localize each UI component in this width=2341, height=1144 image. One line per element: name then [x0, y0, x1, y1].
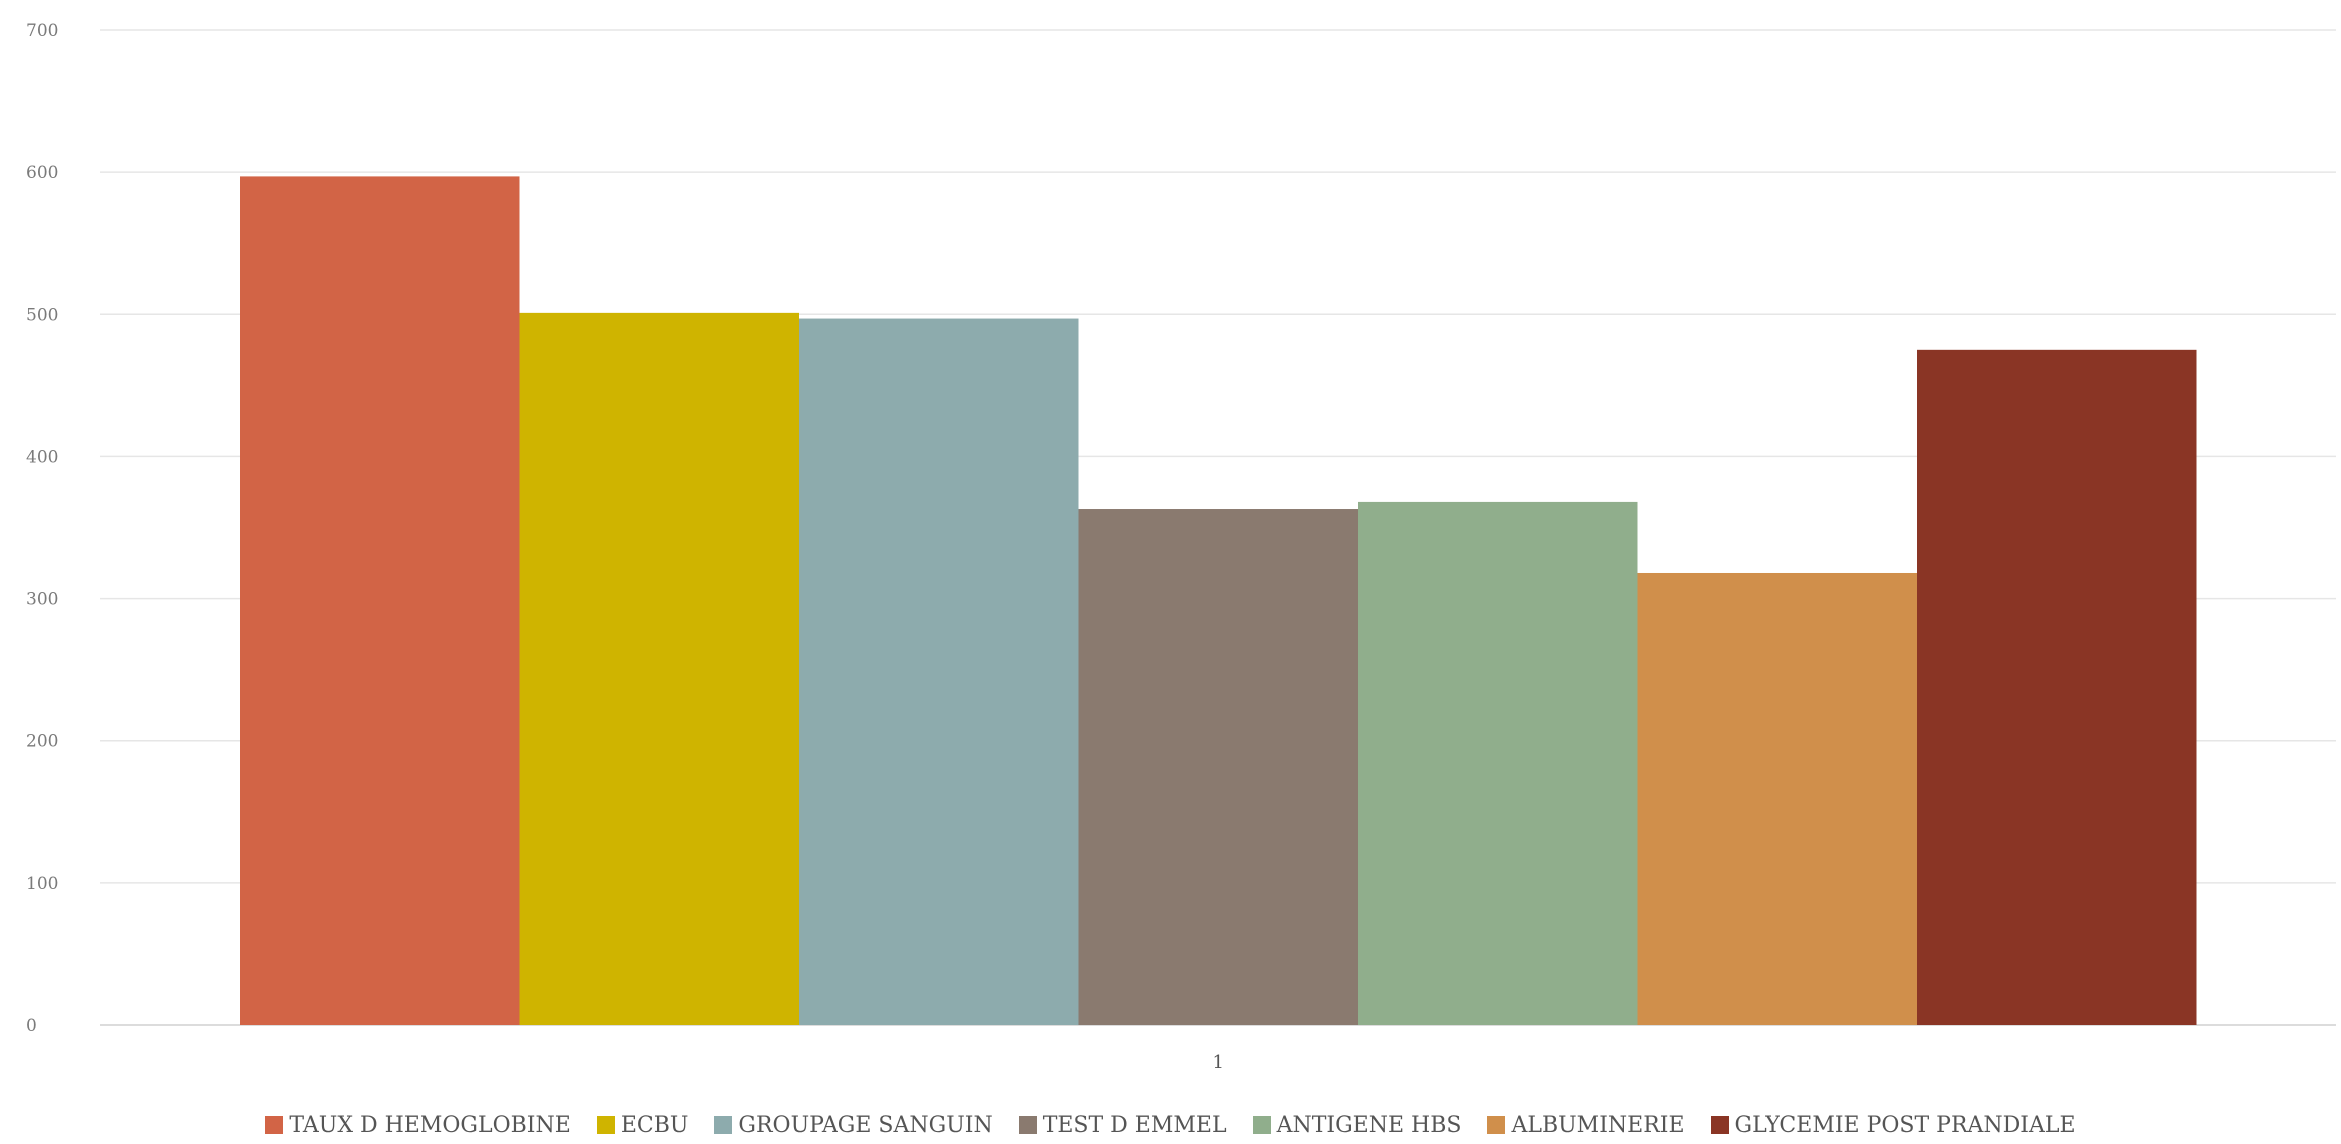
bars	[240, 176, 2197, 1026]
bar-glycemie-post-prandiale	[1917, 349, 2197, 1026]
legend-item: ANTIGENE HBS	[1252, 1112, 1462, 1138]
legend-label: ALBUMINERIE	[1511, 1112, 1685, 1138]
legend-label: ECBU	[620, 1112, 689, 1138]
bar-albuminerie	[1637, 572, 1917, 1025]
legend-swatch	[1252, 1116, 1271, 1134]
y-tick-label: 200	[26, 732, 58, 752]
legend-item: ALBUMINERIE	[1487, 1112, 1685, 1138]
legend-label: ANTIGENE HBS	[1276, 1112, 1462, 1138]
legend-item: GLYCEMIE POST PRANDIALE	[1710, 1112, 2076, 1138]
bar-antigene-hbs	[1358, 501, 1638, 1025]
legend-item: TEST D EMMEL	[1018, 1112, 1227, 1138]
y-tick-label: 600	[26, 163, 58, 183]
x-category-label: 1	[1213, 1052, 1224, 1073]
legend-swatch	[1710, 1116, 1729, 1134]
legend-label: GROUPAGE SANGUIN	[738, 1112, 993, 1138]
bar-groupage-sanguin	[799, 318, 1079, 1025]
y-tick-label: 100	[26, 874, 58, 894]
y-tick-label: 700	[26, 21, 58, 41]
legend-swatch	[714, 1116, 733, 1134]
bar-ecbu	[519, 312, 799, 1026]
legend-swatch	[1487, 1116, 1506, 1134]
legend-swatch	[596, 1116, 615, 1134]
legend-label: TAUX D HEMOGLOBINE	[289, 1112, 571, 1138]
legend-label: GLYCEMIE POST PRANDIALE	[1734, 1112, 2076, 1138]
legend-swatch	[1018, 1116, 1037, 1134]
legend-swatch	[265, 1116, 284, 1134]
y-tick-label: 400	[26, 447, 58, 467]
x-axis-categories: 1	[1213, 1052, 1224, 1073]
bar-test-d-emmel	[1078, 509, 1358, 1025]
bar-taux-d-hemoglobine	[240, 176, 520, 1025]
y-tick-label: 300	[26, 590, 58, 610]
legend-item: TAUX D HEMOGLOBINE	[265, 1112, 571, 1138]
legend-label: TEST D EMMEL	[1042, 1112, 1227, 1138]
y-axis-ticks: 0 100 200 300 400 500 600 700	[26, 21, 58, 1036]
y-tick-label: 500	[26, 305, 58, 325]
legend: TAUX D HEMOGLOBINE ECBU GROUPAGE SANGUIN TE…	[0, 1108, 2341, 1142]
legend-item: GROUPAGE SANGUIN	[714, 1112, 993, 1138]
y-tick-label: 0	[26, 1016, 37, 1036]
legend-item: ECBU	[596, 1112, 689, 1138]
